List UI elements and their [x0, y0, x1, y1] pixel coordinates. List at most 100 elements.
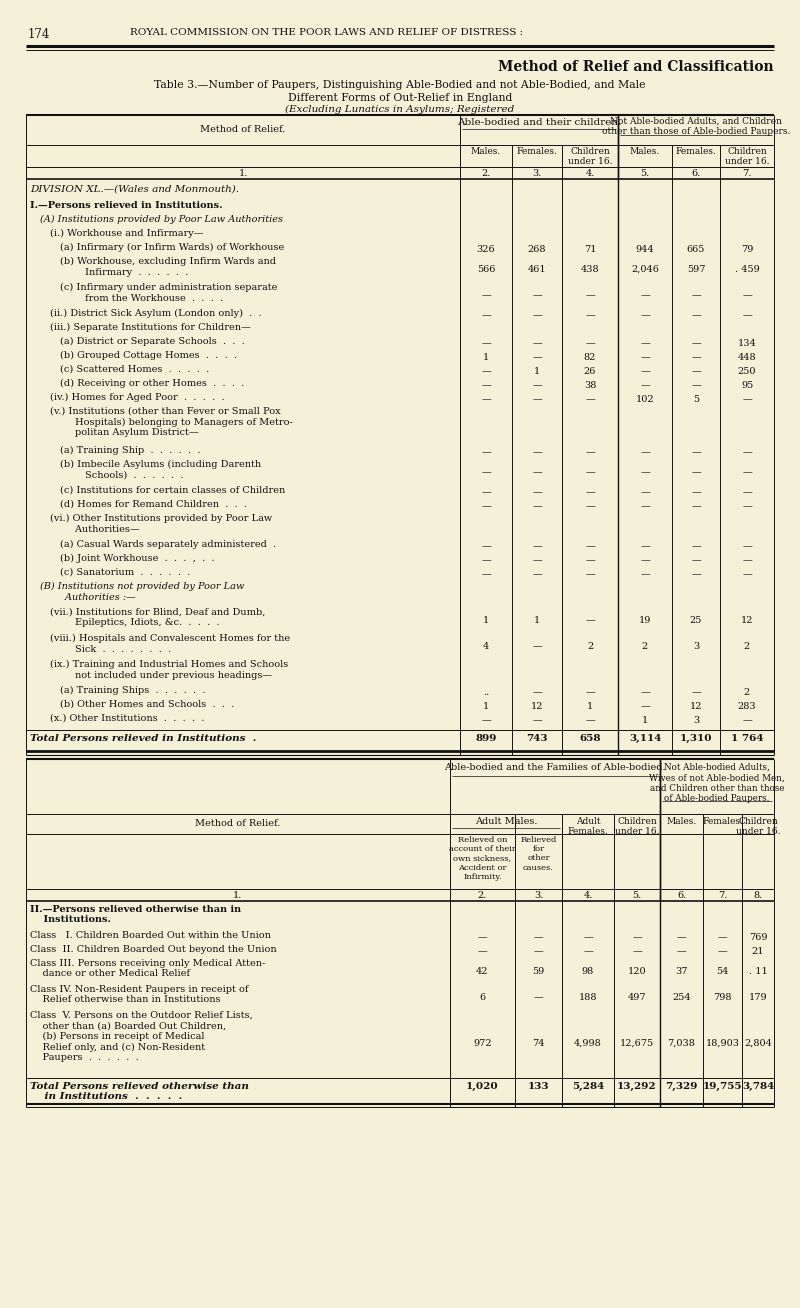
Text: 6.: 6.: [677, 891, 686, 900]
Text: —: —: [532, 570, 542, 579]
Text: —: —: [532, 502, 542, 511]
Text: (viii.) Hospitals and Convalescent Homes for the
        Sick  .  .  .  .  .  . : (viii.) Hospitals and Convalescent Homes…: [50, 634, 290, 654]
Text: 497: 497: [628, 993, 646, 1002]
Text: . 459: . 459: [734, 266, 759, 273]
Text: (b) Other Homes and Schools  .  .  .: (b) Other Homes and Schools . . .: [60, 700, 234, 709]
Text: —: —: [532, 715, 542, 725]
Text: 1,020: 1,020: [466, 1082, 499, 1091]
Text: —: —: [481, 449, 491, 456]
Text: —: —: [481, 290, 491, 300]
Text: 743: 743: [526, 734, 548, 743]
Text: Total Persons relieved otherwise than
    in Institutions  .  .  .  .  .: Total Persons relieved otherwise than in…: [30, 1082, 249, 1101]
Text: Class  II. Children Boarded Out beyond the Union: Class II. Children Boarded Out beyond th…: [30, 944, 277, 954]
Text: 268: 268: [528, 245, 546, 254]
Text: 4: 4: [483, 642, 489, 651]
Text: —: —: [481, 381, 491, 390]
Text: —: —: [742, 449, 752, 456]
Text: Relieved on
account of their
own sickness,
Accident or
Infirmity.: Relieved on account of their own sicknes…: [449, 836, 516, 880]
Text: (d) Receiving or other Homes  .  .  .  .: (d) Receiving or other Homes . . . .: [60, 379, 244, 388]
Text: 19,755: 19,755: [702, 1082, 742, 1091]
Text: —: —: [677, 947, 686, 956]
Text: 5.: 5.: [632, 891, 642, 900]
Text: —: —: [742, 715, 752, 725]
Text: (b) Imbecile Asylums (including Darenth
        Schools)  .  .  .  .  .  .: (b) Imbecile Asylums (including Darenth …: [60, 460, 261, 480]
Text: —: —: [585, 395, 595, 404]
Text: 4.: 4.: [586, 169, 594, 178]
Text: 74: 74: [532, 1039, 545, 1048]
Text: 944: 944: [636, 245, 654, 254]
Text: 250: 250: [738, 368, 756, 375]
Text: Adult
Females.: Adult Females.: [567, 818, 609, 836]
Text: Children
under 16.: Children under 16.: [568, 146, 612, 166]
Text: 254: 254: [672, 993, 691, 1002]
Text: 134: 134: [738, 339, 756, 348]
Text: —: —: [691, 468, 701, 477]
Text: 59: 59: [532, 967, 545, 976]
Text: —: —: [481, 395, 491, 404]
Text: —: —: [691, 353, 701, 362]
Text: —: —: [640, 688, 650, 697]
Text: —: —: [691, 688, 701, 697]
Text: —: —: [583, 947, 593, 956]
Text: 38: 38: [584, 381, 596, 390]
Text: (a) Training Ships  .  .  .  .  .  .: (a) Training Ships . . . . . .: [60, 685, 206, 695]
Text: 1: 1: [483, 616, 489, 625]
Text: (ii.) District Sick Asylum (London only)  .  .: (ii.) District Sick Asylum (London only)…: [50, 309, 262, 318]
Text: 438: 438: [581, 266, 599, 273]
Text: 6: 6: [479, 993, 486, 1002]
Text: —: —: [585, 715, 595, 725]
Text: ROYAL COMMISSION ON THE POOR LAWS AND RELIEF OF DISTRESS :: ROYAL COMMISSION ON THE POOR LAWS AND RE…: [130, 27, 523, 37]
Text: Method of Relief.: Method of Relief.: [200, 126, 286, 133]
Text: —: —: [534, 947, 543, 956]
Text: (A) Institutions provided by Poor Law Authorities: (A) Institutions provided by Poor Law Au…: [40, 215, 283, 224]
Text: —: —: [532, 449, 542, 456]
Text: —: —: [481, 468, 491, 477]
Text: —: —: [481, 339, 491, 348]
Text: 5.: 5.: [640, 169, 650, 178]
Text: Able-bodied and the Families of Able-bodied.: Able-bodied and the Families of Able-bod…: [444, 763, 666, 772]
Text: 461: 461: [528, 266, 546, 273]
Text: 13,292: 13,292: [617, 1082, 657, 1091]
Text: 25: 25: [690, 616, 702, 625]
Text: —: —: [691, 556, 701, 565]
Text: 665: 665: [687, 245, 705, 254]
Text: —: —: [585, 556, 595, 565]
Text: 18,903: 18,903: [706, 1039, 739, 1048]
Text: 2.: 2.: [482, 169, 490, 178]
Text: 1: 1: [587, 702, 593, 712]
Text: 3.: 3.: [532, 169, 542, 178]
Text: Females.: Females.: [702, 818, 743, 825]
Text: Total Persons relieved in Institutions  .: Total Persons relieved in Institutions .: [30, 734, 256, 743]
Text: —: —: [640, 468, 650, 477]
Text: 42: 42: [476, 967, 489, 976]
Text: Class  V. Persons on the Outdoor Relief Lists,
    other than (a) Boarded Out Ch: Class V. Persons on the Outdoor Relief L…: [30, 1011, 253, 1062]
Text: (c) Sanatorium  .  .  .  .  .  .: (c) Sanatorium . . . . . .: [60, 568, 190, 577]
Text: —: —: [640, 570, 650, 579]
Text: 4,998: 4,998: [574, 1039, 602, 1048]
Text: —: —: [481, 556, 491, 565]
Text: —: —: [632, 933, 642, 942]
Text: —: —: [632, 947, 642, 956]
Text: —: —: [532, 556, 542, 565]
Text: —: —: [640, 290, 650, 300]
Text: —: —: [640, 502, 650, 511]
Text: 1: 1: [534, 616, 540, 625]
Text: 2: 2: [744, 642, 750, 651]
Text: 12: 12: [690, 702, 702, 712]
Text: (d) Homes for Remand Children  .  .  .: (d) Homes for Remand Children . . .: [60, 500, 247, 509]
Text: 1: 1: [483, 353, 489, 362]
Text: —: —: [585, 542, 595, 551]
Text: —: —: [532, 642, 542, 651]
Text: —: —: [742, 290, 752, 300]
Text: —: —: [532, 395, 542, 404]
Text: 3: 3: [693, 715, 699, 725]
Text: —: —: [742, 542, 752, 551]
Text: —: —: [532, 311, 542, 320]
Text: 7.: 7.: [742, 169, 752, 178]
Text: (b) Workhouse, excluding Infirm Wards and
        Infirmary  .  .  .  .  .  .: (b) Workhouse, excluding Infirm Wards an…: [60, 256, 276, 276]
Text: —: —: [585, 616, 595, 625]
Text: —: —: [691, 290, 701, 300]
Text: Males.: Males.: [630, 146, 660, 156]
Text: 566: 566: [477, 266, 495, 273]
Text: —: —: [481, 502, 491, 511]
